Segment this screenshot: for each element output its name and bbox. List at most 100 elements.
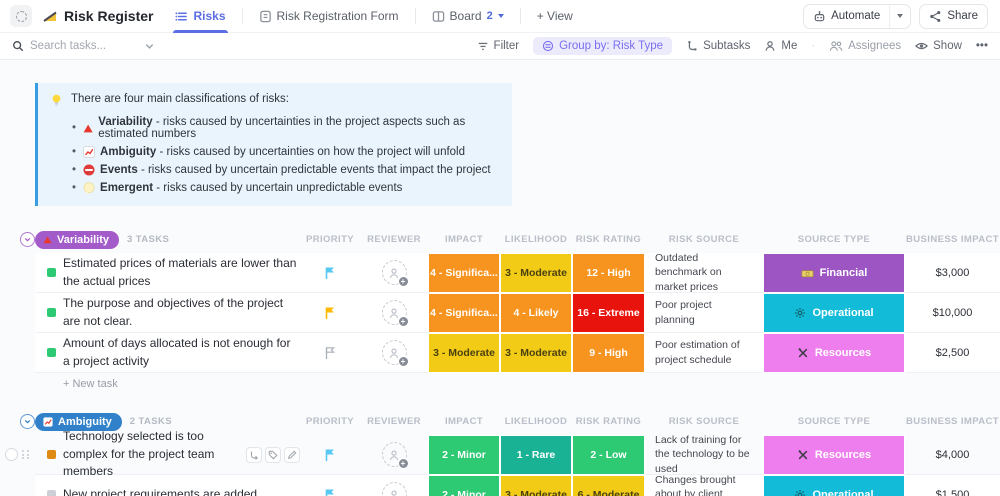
business-impact-cell[interactable]: $10,000: [905, 293, 1000, 333]
rename-task-button[interactable]: [284, 446, 300, 463]
add-reviewer-avatar[interactable]: +: [381, 442, 409, 469]
priority-cell[interactable]: [300, 253, 360, 293]
more-options-button[interactable]: •••: [976, 40, 988, 52]
column-header-impact[interactable]: IMPACT: [444, 234, 484, 245]
reviewer-cell[interactable]: +: [360, 475, 428, 496]
group-by-pill[interactable]: Group by: Risk Type: [533, 37, 673, 55]
column-header-risk-source[interactable]: RISK SOURCE: [668, 234, 740, 245]
likelihood-cell[interactable]: 3 - Moderate: [500, 475, 572, 496]
task-name[interactable]: Technology selected is too complex for t…: [63, 429, 215, 479]
column-header-priority[interactable]: PRIORITY: [305, 416, 355, 427]
impact-cell[interactable]: 4 - Significa...: [428, 293, 500, 333]
risk-source-cell[interactable]: Changes brought about by client request: [645, 474, 763, 496]
column-header-risk-rating[interactable]: RISK RATING: [575, 234, 642, 245]
tab-risks[interactable]: Risks: [169, 0, 231, 33]
add-reviewer-avatar[interactable]: +: [381, 260, 409, 287]
automate-dropdown-button[interactable]: [889, 4, 910, 28]
column-header-source-type[interactable]: SOURCE TYPE: [797, 234, 871, 245]
risk-source-cell[interactable]: Poor project planning: [645, 293, 763, 333]
drag-handle[interactable]: [22, 450, 30, 459]
assignees-button[interactable]: Assignees: [829, 40, 901, 52]
column-header-business-impact[interactable]: BUSINESS IMPACT: [906, 416, 999, 427]
column-header-business-impact[interactable]: BUSINESS IMPACT: [906, 234, 999, 245]
show-button[interactable]: Show: [915, 40, 962, 52]
source-type-cell[interactable]: Financial: [763, 253, 905, 293]
column-header-reviewer[interactable]: REVIEWER: [367, 416, 421, 427]
reviewer-cell[interactable]: +: [360, 293, 428, 333]
tab-board[interactable]: Board 2: [426, 0, 510, 33]
task-name[interactable]: Amount of days allocated is not enough f…: [63, 336, 291, 368]
risk-source-cell[interactable]: Outdated benchmark on market prices: [645, 252, 763, 293]
source-type-cell[interactable]: Resources: [763, 435, 905, 475]
workspace-avatar-icon[interactable]: [10, 5, 32, 27]
risk-source-cell[interactable]: Lack of training for the technology to b…: [645, 434, 763, 475]
tab-risk-registration-form[interactable]: Risk Registration Form: [253, 0, 405, 33]
priority-cell[interactable]: [300, 435, 360, 475]
business-impact-cell[interactable]: $2,500: [905, 333, 1000, 373]
impact-cell[interactable]: 2 - Minor: [428, 435, 500, 475]
status-square[interactable]: [47, 450, 56, 459]
task-name[interactable]: The purpose and objectives of the projec…: [63, 296, 284, 328]
reviewer-cell[interactable]: +: [360, 435, 428, 475]
source-type-cell[interactable]: Operational: [763, 293, 905, 333]
add-view-button[interactable]: + View: [531, 0, 579, 33]
status-square[interactable]: [47, 490, 56, 496]
collapse-group-button[interactable]: [20, 414, 35, 429]
filter-button[interactable]: Filter: [477, 40, 519, 52]
column-header-likelihood[interactable]: LIKELIHOOD: [504, 416, 568, 427]
lightbulb-icon: [52, 94, 61, 106]
risk-rating-cell[interactable]: 6 - Moderate: [572, 475, 645, 496]
add-subtask-button[interactable]: [246, 446, 262, 463]
group-name-pill[interactable]: Ambiguity: [35, 412, 122, 431]
reviewer-cell[interactable]: +: [360, 333, 428, 373]
business-impact-cell[interactable]: $3,000: [905, 253, 1000, 293]
source-type-cell[interactable]: Operational: [763, 475, 905, 496]
risk-rating-cell[interactable]: 12 - High: [572, 253, 645, 293]
add-reviewer-avatar[interactable]: +: [381, 340, 409, 367]
reviewer-cell[interactable]: +: [360, 253, 428, 293]
share-button[interactable]: Share: [919, 3, 988, 29]
business-impact-cell[interactable]: $1,500: [905, 475, 1000, 496]
task-name[interactable]: New project requirements are added: [63, 486, 258, 496]
column-header-risk-source[interactable]: RISK SOURCE: [668, 416, 740, 427]
task-name[interactable]: Estimated prices of materials are lower …: [63, 256, 297, 288]
business-impact-cell[interactable]: $4,000: [905, 435, 1000, 475]
automate-button[interactable]: Automate: [804, 5, 889, 28]
impact-cell[interactable]: 3 - Moderate: [428, 333, 500, 373]
impact-cell[interactable]: 2 - Minor: [428, 475, 500, 496]
priority-cell[interactable]: [300, 293, 360, 333]
likelihood-cell[interactable]: 3 - Moderate: [500, 253, 572, 293]
status-square[interactable]: [47, 268, 56, 277]
column-header-likelihood[interactable]: LIKELIHOOD: [504, 234, 568, 245]
priority-cell[interactable]: [300, 475, 360, 496]
form-icon: [259, 10, 271, 22]
column-header-impact[interactable]: IMPACT: [444, 416, 484, 427]
status-square[interactable]: [47, 308, 56, 317]
column-header-reviewer[interactable]: REVIEWER: [367, 234, 421, 245]
risk-rating-cell[interactable]: 16 - Extreme: [572, 293, 645, 333]
likelihood-cell[interactable]: 3 - Moderate: [500, 333, 572, 373]
likelihood-cell[interactable]: 1 - Rare: [500, 435, 572, 475]
source-type-cell[interactable]: Resources: [763, 333, 905, 373]
risk-source-cell[interactable]: Poor estimation of project schedule: [645, 333, 763, 373]
group-name-pill[interactable]: Variability: [35, 230, 119, 249]
likelihood-cell[interactable]: 4 - Likely: [500, 293, 572, 333]
add-tag-button[interactable]: [265, 446, 281, 463]
risk-rating-cell[interactable]: 9 - High: [572, 333, 645, 373]
subtasks-button[interactable]: Subtasks: [686, 40, 750, 52]
collapse-group-button[interactable]: [20, 232, 35, 247]
search-input[interactable]: [30, 40, 138, 52]
column-header-priority[interactable]: PRIORITY: [305, 234, 355, 245]
status-square[interactable]: [47, 348, 56, 357]
risk-rating-cell[interactable]: 2 - Low: [572, 435, 645, 475]
impact-cell[interactable]: 4 - Significa...: [428, 253, 500, 293]
new-task-button[interactable]: + New task: [63, 378, 118, 390]
select-task-checkbox[interactable]: [5, 448, 18, 461]
column-header-source-type[interactable]: SOURCE TYPE: [797, 416, 871, 427]
me-filter-button[interactable]: Me: [764, 40, 797, 52]
add-reviewer-avatar[interactable]: +: [381, 482, 407, 496]
column-header-risk-rating[interactable]: RISK RATING: [575, 416, 642, 427]
add-reviewer-avatar[interactable]: +: [381, 300, 409, 327]
priority-cell[interactable]: [300, 333, 360, 373]
search-box[interactable]: [12, 40, 172, 52]
